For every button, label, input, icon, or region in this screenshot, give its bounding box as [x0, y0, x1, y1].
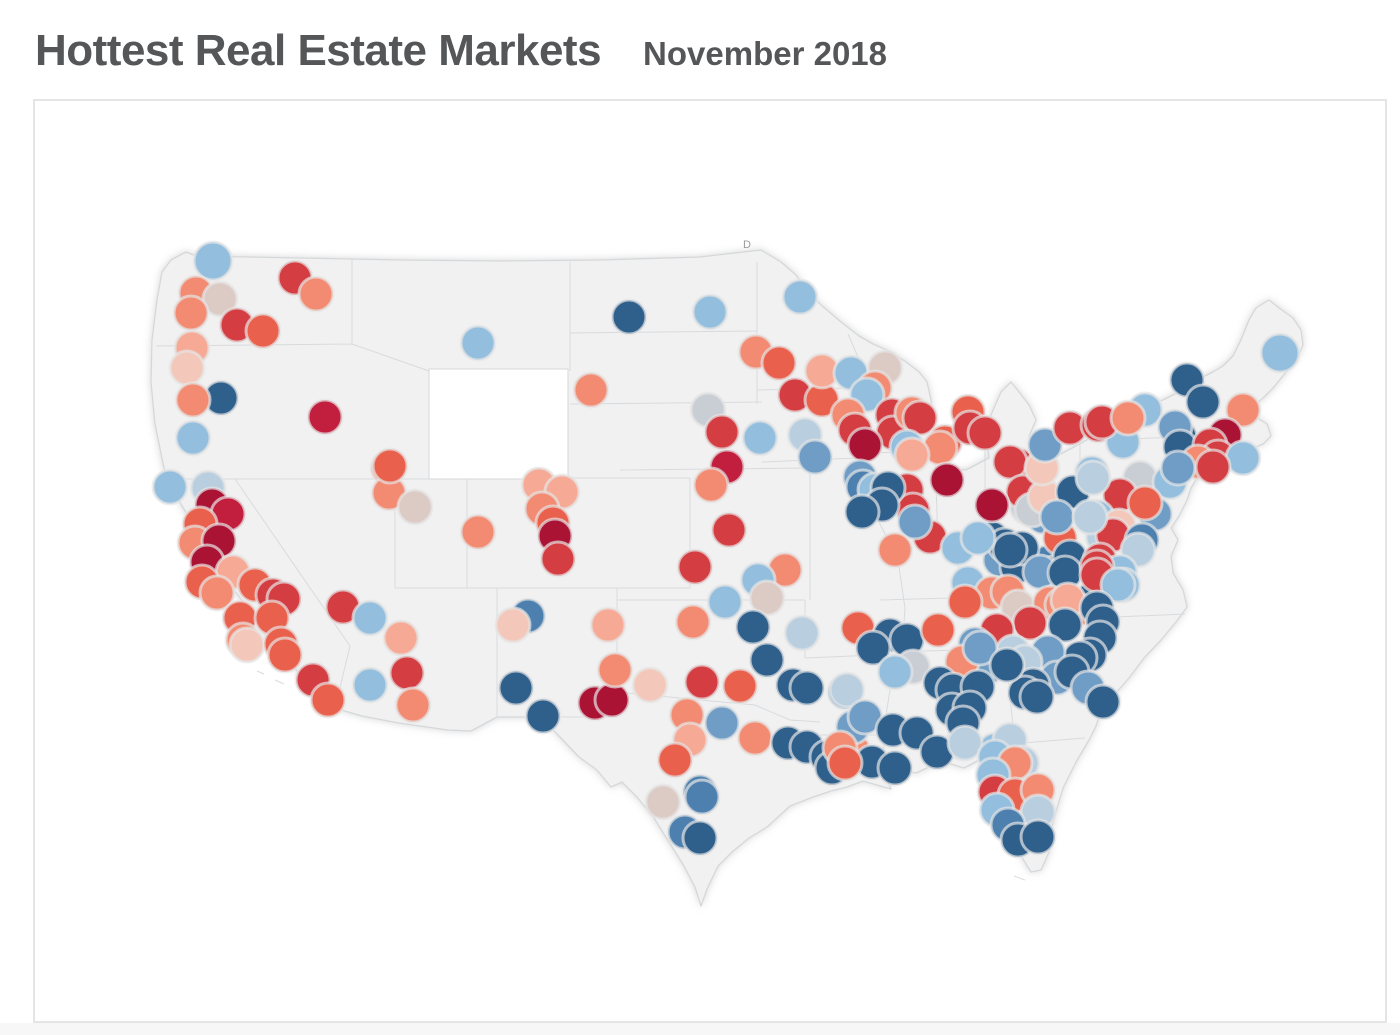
market-dot[interactable] — [691, 293, 729, 331]
market-dot[interactable] — [1259, 332, 1301, 374]
market-dot[interactable] — [1074, 459, 1112, 497]
market-dot[interactable] — [459, 324, 497, 362]
market-dot[interactable] — [988, 646, 1026, 684]
market-dot[interactable] — [674, 603, 712, 641]
market-dot[interactable] — [843, 493, 881, 531]
market-dot[interactable] — [781, 278, 819, 316]
market-dot[interactable] — [828, 671, 866, 709]
market-dot[interactable] — [596, 651, 634, 689]
market-dot[interactable] — [266, 636, 304, 674]
page-header: Hottest Real Estate Markets November 2018 — [35, 26, 887, 76]
market-dot[interactable] — [876, 749, 914, 787]
market-dot[interactable] — [1018, 678, 1056, 716]
market-dot[interactable] — [748, 641, 786, 679]
basemap-label-fragment: D — [743, 239, 751, 251]
market-dot[interactable] — [741, 419, 779, 457]
market-dot[interactable] — [919, 611, 957, 649]
market-dot[interactable] — [1084, 683, 1122, 721]
market-dot[interactable] — [876, 531, 914, 569]
market-dot[interactable] — [1184, 383, 1222, 421]
market-dot[interactable] — [1159, 449, 1197, 487]
market-dot[interactable] — [1071, 498, 1109, 536]
market-dot[interactable] — [396, 488, 434, 526]
us-dot-map: D — [150, 239, 1304, 907]
market-dot[interactable] — [610, 298, 648, 336]
market-dot[interactable] — [966, 414, 1004, 452]
market-dot[interactable] — [174, 419, 212, 457]
market-dot[interactable] — [846, 426, 884, 464]
market-dot[interactable] — [876, 653, 914, 691]
market-dot[interactable] — [946, 583, 984, 621]
market-dot[interactable] — [198, 574, 236, 612]
market-dot[interactable] — [826, 744, 864, 782]
market-dot[interactable] — [168, 349, 206, 387]
market-dot[interactable] — [760, 344, 798, 382]
market-dot[interactable] — [589, 606, 627, 644]
market-dot[interactable] — [683, 778, 721, 816]
market-dot[interactable] — [1224, 391, 1262, 429]
page-subtitle: November 2018 — [643, 35, 888, 72]
map-panel: D — [33, 99, 1387, 1023]
market-dot[interactable] — [893, 436, 931, 474]
market-dots — [151, 240, 1301, 859]
market-dot[interactable] — [1046, 606, 1084, 644]
market-dot[interactable] — [991, 531, 1029, 569]
market-dot[interactable] — [351, 599, 389, 637]
market-dot[interactable] — [796, 438, 834, 476]
market-dot[interactable] — [656, 741, 694, 779]
market-dot[interactable] — [1026, 426, 1064, 464]
market-dot[interactable] — [151, 468, 189, 506]
market-dot[interactable] — [1194, 448, 1232, 486]
market-dot[interactable] — [306, 398, 344, 436]
market-dot[interactable] — [710, 511, 748, 549]
market-dot[interactable] — [539, 540, 577, 578]
market-dot[interactable] — [459, 513, 497, 551]
market-dot[interactable] — [1038, 498, 1076, 536]
market-dot[interactable] — [172, 294, 210, 332]
market-dot[interactable] — [228, 626, 266, 664]
no-data-state-wyoming — [428, 368, 569, 480]
market-dot[interactable] — [946, 724, 984, 762]
market-dot[interactable] — [192, 240, 234, 282]
page-footer-strip — [0, 1023, 1400, 1035]
market-dot[interactable] — [736, 719, 774, 757]
market-dot[interactable] — [692, 466, 730, 504]
market-dot[interactable] — [371, 447, 409, 485]
market-dot[interactable] — [703, 704, 741, 742]
market-dot[interactable] — [351, 666, 389, 704]
market-dot[interactable] — [631, 666, 669, 704]
market-dot[interactable] — [734, 608, 772, 646]
market-dot[interactable] — [703, 413, 741, 451]
market-dot[interactable] — [1109, 399, 1147, 437]
market-dot[interactable] — [524, 697, 562, 735]
market-dot[interactable] — [644, 783, 682, 821]
page-title: Hottest Real Estate Markets — [35, 26, 602, 75]
market-dot[interactable] — [244, 312, 282, 350]
market-dot[interactable] — [388, 654, 426, 692]
market-dot[interactable] — [706, 583, 744, 621]
market-dot[interactable] — [721, 667, 759, 705]
market-dot[interactable] — [1126, 484, 1164, 522]
market-dot[interactable] — [961, 629, 999, 667]
market-dot[interactable] — [309, 681, 347, 719]
market-dot[interactable] — [896, 503, 934, 541]
market-dot[interactable] — [494, 606, 532, 644]
market-dot[interactable] — [497, 669, 535, 707]
market-dot[interactable] — [297, 275, 335, 313]
market-dot[interactable] — [681, 819, 719, 857]
market-dot[interactable] — [676, 548, 714, 586]
market-dot[interactable] — [788, 669, 826, 707]
market-dot[interactable] — [1099, 566, 1137, 604]
market-dot[interactable] — [382, 619, 420, 657]
market-dot[interactable] — [394, 686, 432, 724]
market-dot[interactable] — [1019, 818, 1057, 856]
market-dot[interactable] — [174, 381, 212, 419]
market-dot[interactable] — [572, 371, 610, 409]
market-dot[interactable] — [854, 629, 892, 667]
market-dot[interactable] — [973, 486, 1011, 524]
market-dot[interactable] — [683, 663, 721, 701]
market-dot[interactable] — [959, 519, 997, 557]
market-dot[interactable] — [928, 461, 966, 499]
market-dot[interactable] — [783, 614, 821, 652]
